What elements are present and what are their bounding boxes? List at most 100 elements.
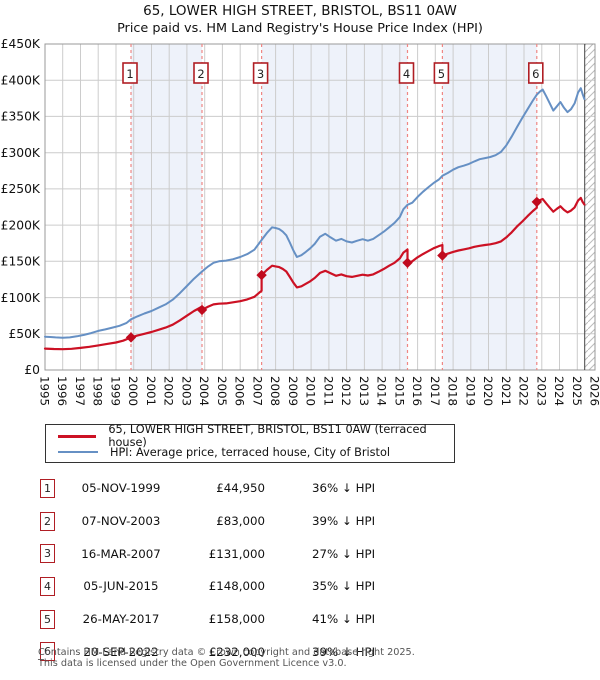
y-tick-label: £300K [1,146,41,160]
sale-number-badge: 4 [40,576,55,596]
sale-number-badge: 3 [40,544,55,564]
table-row: 5 26-MAY-2017 £158,000 41% ↓ HPI [40,603,520,636]
sale-price: £131,000 [208,546,265,561]
sale-number-label: 2 [197,67,204,81]
page-subtitle: Price paid vs. HM Land Registry's House … [117,21,483,36]
table-row: 3 16-MAR-2007 £131,000 27% ↓ HPI [40,537,520,570]
sale-number-box [433,62,450,84]
sale-marker-diamond [125,332,137,343]
hpi-line [44,87,586,339]
y-tick-label: £0 [24,363,40,377]
x-tick-label: 1998 [91,376,105,406]
sale-marker-diamond [437,250,448,261]
x-tick-label: 2019 [463,376,477,406]
legend-label: 65, LOWER HIGH STREET, BRISTOL, BS11 0AW… [108,423,427,449]
sales-table: 1 05-NOV-1999 £44,950 36% ↓ HPI 2 07-NOV… [40,472,520,668]
sale-vs-hpi: 39% ↓ HPI [312,644,376,659]
y-tick-label: £150K [1,255,41,269]
x-tick-label: 2006 [233,376,247,406]
sale-number-badge: 5 [40,609,55,629]
sale-date: 07-NOV-2003 [81,514,161,529]
legend-line-swatch [58,434,97,438]
x-tick-label: 2016 [410,376,424,406]
x-tick-label: 2003 [179,376,193,406]
footer-line-2: This data is licensed under the Open Gov… [38,658,347,669]
x-tick-label: 2007 [250,376,264,406]
sale-price: £158,000 [208,612,265,627]
future-hatch-zone [584,44,595,370]
y-tick-label: £250K [1,182,41,196]
sale-date: 26-MAY-2017 [82,612,160,627]
sale-number-label: 3 [257,67,264,81]
sale-vs-hpi: 41% ↓ HPI [312,612,376,627]
x-tick-label: 2000 [126,376,140,406]
x-tick-label: 2011 [321,376,335,406]
x-tick-label: 1996 [55,376,69,406]
legend-item: 65, LOWER HIGH STREET, BRISTOL, BS11 0AW… [46,423,454,449]
y-tick-label: £400K [1,73,41,87]
sale-price: £232,000 [208,644,265,659]
table-row: 2 07-NOV-2003 £83,000 39% ↓ HPI [40,505,520,538]
sale-number-badge: 1 [40,478,55,498]
x-tick-label: 2015 [392,376,406,406]
x-tick-label: 2025 [570,376,584,406]
sale-price: £44,950 [216,481,265,496]
legend-label: HPI: Average price, terraced house, City… [110,445,390,459]
x-tick-label: 2021 [499,376,513,406]
x-tick-label: 2009 [286,376,300,406]
table-row: 4 05-JUN-2015 £148,000 35% ↓ HPI [40,570,520,603]
sale-date: 20-SEP-2022 [83,644,159,659]
ownership-band [442,44,537,370]
x-tick-label: 2012 [339,376,353,406]
sale-vs-hpi: 27% ↓ HPI [312,546,376,561]
sale-number-box [252,62,269,84]
sale-date: 16-MAR-2007 [81,546,161,561]
sale-price: £148,000 [208,579,265,594]
x-tick-label: 2001 [144,376,158,406]
sale-number-box [122,62,138,84]
sale-number-label: 1 [126,67,133,81]
y-tick-label: £450K [1,37,41,51]
chart-legend: 65, LOWER HIGH STREET, BRISTOL, BS11 0AW… [45,423,455,463]
x-tick-label: 2013 [357,376,371,406]
sale-number-badge: 6 [40,642,55,662]
y-tick-label: £50K [8,327,40,341]
sale-vs-hpi: 35% ↓ HPI [312,579,376,594]
table-row: 1 05-NOV-1999 £44,950 36% ↓ HPI [40,472,520,505]
sale-date: 05-NOV-1999 [81,481,161,496]
plot-border [44,43,596,371]
x-tick-label: 2005 [215,376,229,406]
x-tick-label: 2026 [588,376,600,406]
sale-marker-diamond [531,196,542,208]
x-tick-label: 2010 [304,376,318,406]
sale-number-badge: 2 [40,511,55,531]
price-chart: 1 2 3 4 5 6 £0 £50K £100K £150K £200K £250K £300K £35… [1,37,600,406]
legend-line-swatch [58,451,98,453]
sale-number-box [527,62,544,84]
sale-number-label: 4 [403,67,410,81]
footer-line-1: Contains HM Land Registry data © Crown c… [38,647,415,658]
y-tick-label: £200K [1,218,41,232]
x-tick-label: 2002 [162,376,176,406]
x-tick-label: 1995 [38,376,52,406]
sale-date: 05-JUN-2015 [83,579,159,594]
ownership-band [261,44,408,370]
sale-number-box [398,62,415,84]
sale-number-box [193,62,209,84]
x-tick-label: 2022 [517,376,531,406]
table-row: 6 20-SEP-2022 £232,000 39% ↓ HPI [40,635,520,668]
legend-item: HPI: Average price, terraced house, City… [46,444,454,460]
x-tick-label: 2018 [446,376,460,406]
sale-vs-hpi: 36% ↓ HPI [312,481,376,496]
x-tick-label: 2008 [268,376,282,406]
sale-marker-diamond [256,269,267,281]
x-tick-label: 2023 [534,376,548,406]
sale-number-label: 6 [532,67,539,81]
x-tick-label: 2017 [428,376,442,406]
y-tick-label: £100K [1,291,41,305]
y-tick-label: £350K [1,110,41,124]
page-title: 65, LOWER HIGH STREET, BRISTOL, BS11 0AW [143,3,457,19]
sale-marker-diamond [402,257,413,268]
sale-price: £83,000 [216,514,265,529]
